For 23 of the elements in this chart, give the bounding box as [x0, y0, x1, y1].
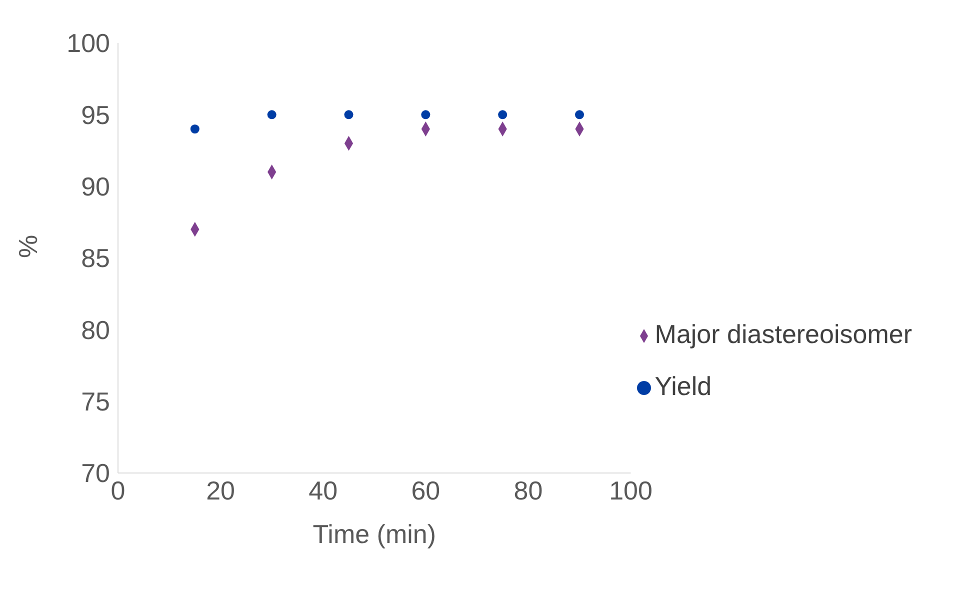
- x-tick-label: 60: [411, 475, 440, 506]
- y-tick-label: 80: [81, 314, 110, 345]
- point: [498, 110, 508, 120]
- point: [190, 124, 200, 134]
- y-tick-label: 70: [81, 458, 110, 488]
- x-axis-title: Time (min): [312, 519, 436, 549]
- y-axis-title: %: [13, 234, 44, 258]
- y-tick-label: 95: [81, 100, 110, 130]
- y-tick-label: 90: [81, 172, 110, 202]
- y-tick-label: 100: [66, 28, 110, 58]
- legend-label: Yield: [654, 371, 712, 401]
- point: [574, 110, 584, 120]
- x-tick-label: 40: [308, 475, 338, 506]
- x-tick-label: 100: [609, 475, 652, 506]
- legend-label: Major diastereoisomer: [654, 319, 912, 349]
- x-tick-label: 80: [514, 475, 543, 506]
- y-tick-label: 85: [81, 243, 110, 274]
- x-tick-label: 0: [110, 475, 126, 506]
- y-tick-label: 75: [81, 386, 110, 417]
- point: [421, 110, 430, 120]
- x-tick-label: 20: [206, 475, 236, 506]
- point: [344, 110, 354, 120]
- point: [267, 110, 276, 120]
